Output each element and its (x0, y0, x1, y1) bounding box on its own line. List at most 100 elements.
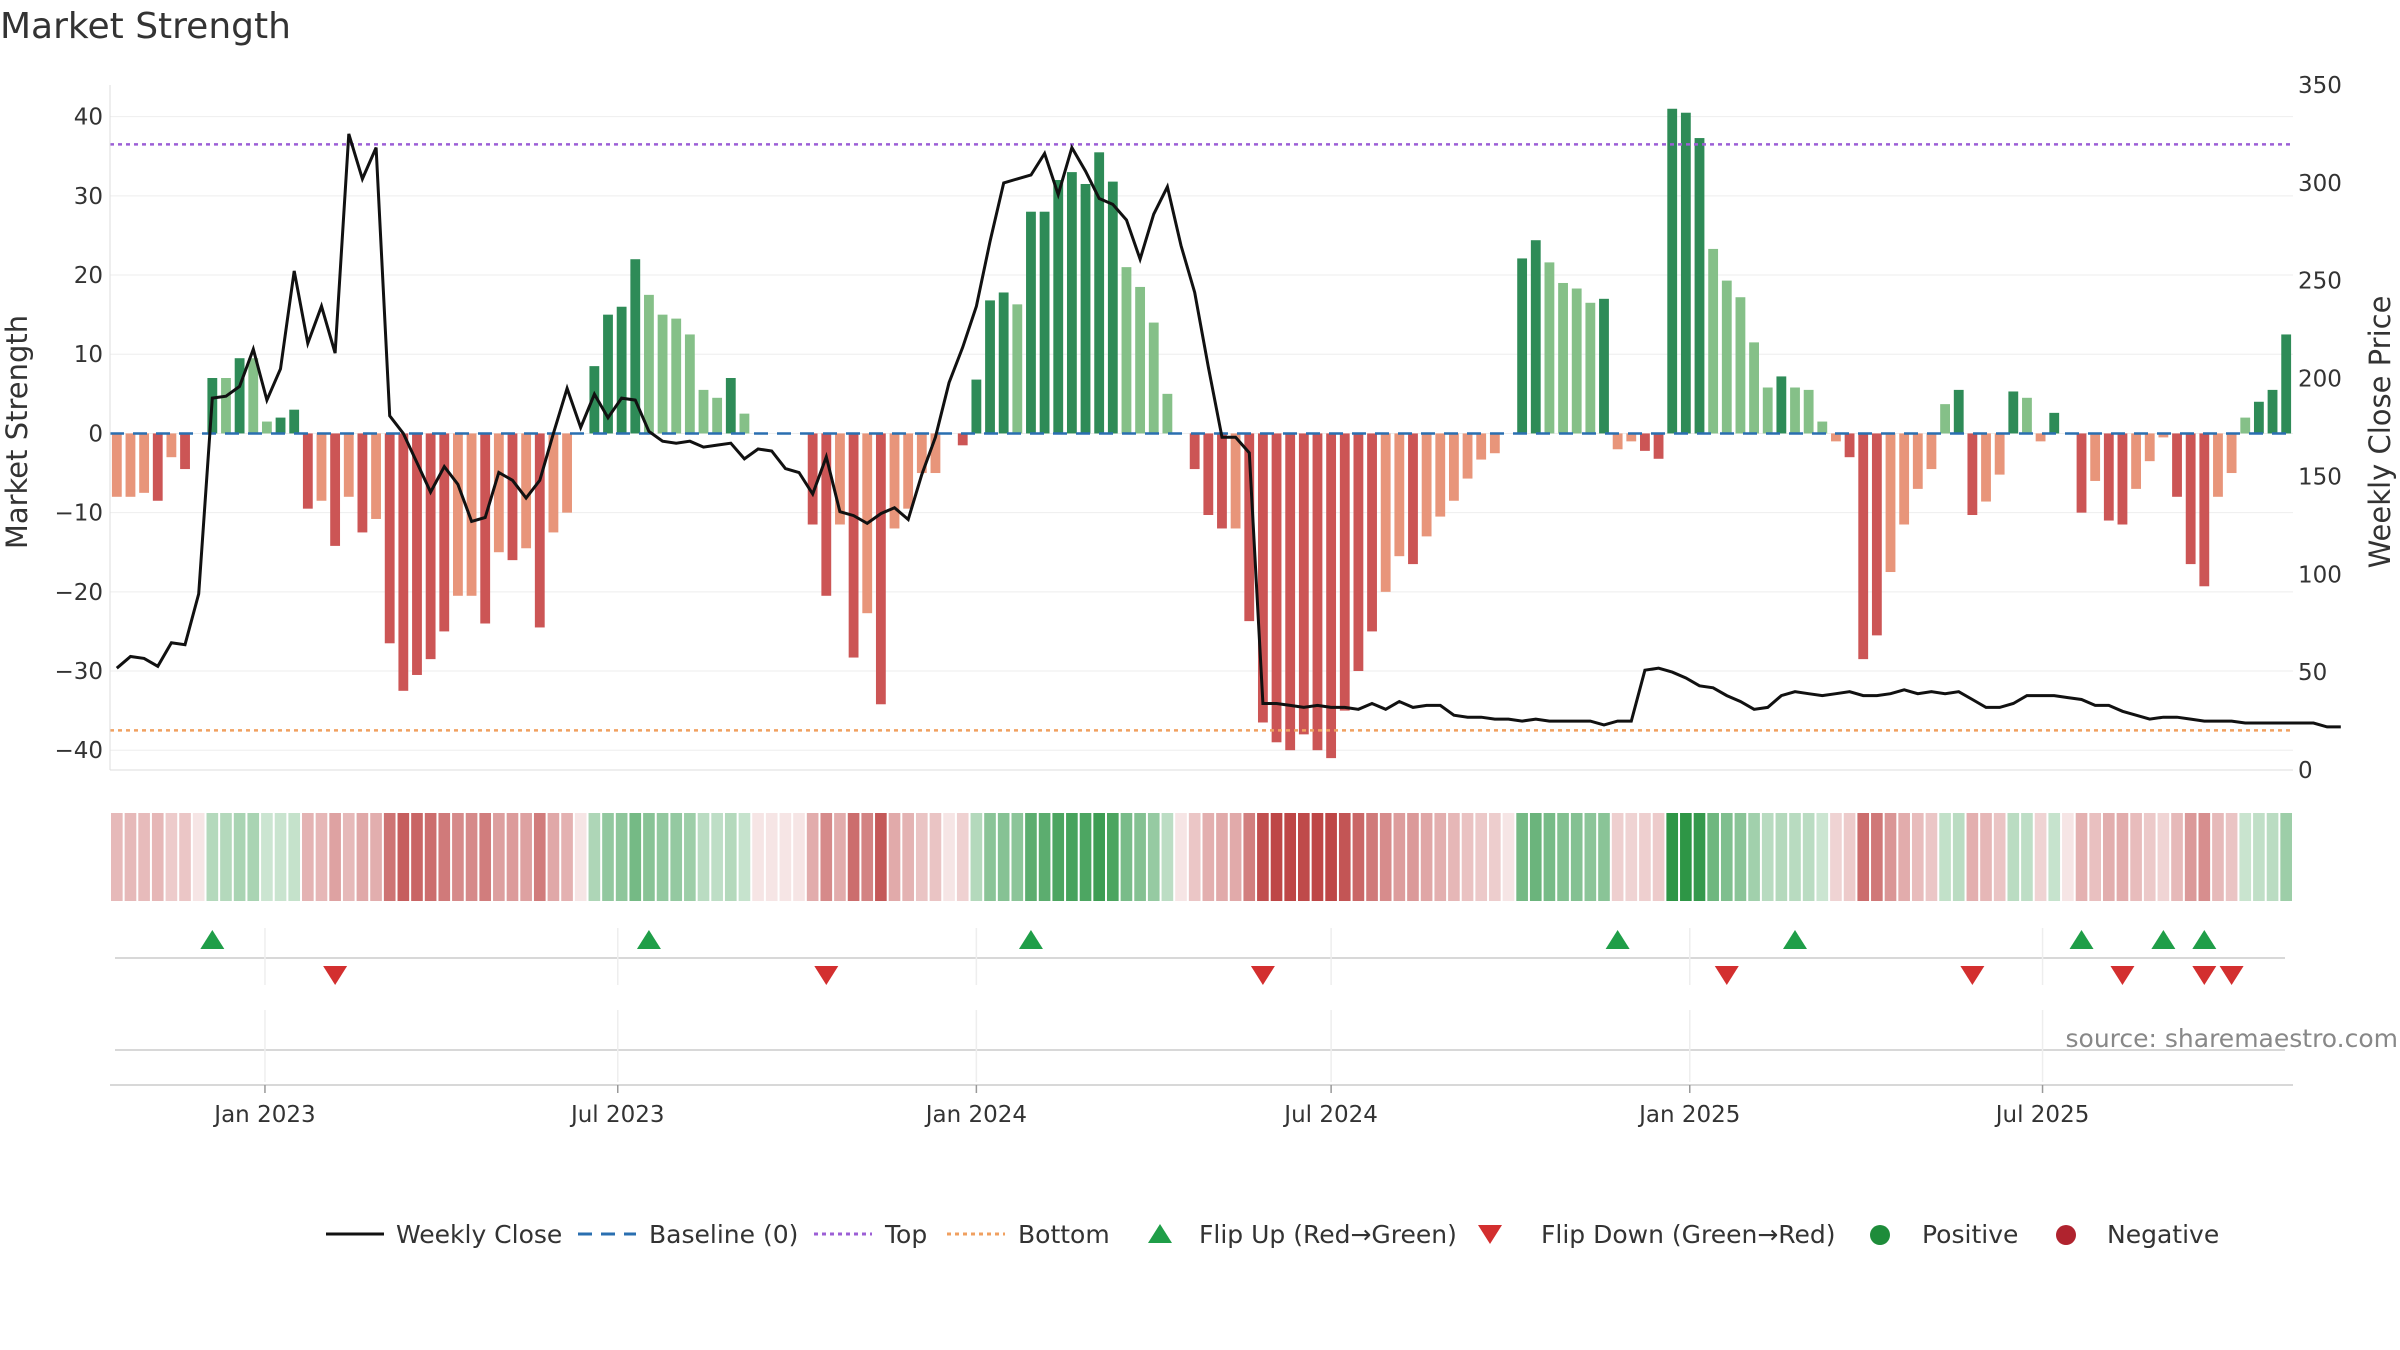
heatmap-cell (2225, 813, 2238, 901)
strength-bar (1380, 433, 1391, 592)
heatmap-cell (1516, 813, 1528, 901)
left-tick-label: 20 (74, 263, 103, 289)
heatmap-cell (2157, 813, 2170, 901)
strength-bar (1217, 433, 1227, 529)
flip-down-marker (1714, 966, 1739, 985)
strength-bar (1203, 433, 1214, 516)
strength-bar (1571, 288, 1582, 434)
strength-bar (2158, 433, 2169, 438)
strength-heatmap-strip (111, 813, 2292, 901)
strength-bar (1926, 433, 1937, 470)
right-tick-label: 350 (2298, 73, 2342, 99)
heatmap-cell (602, 813, 614, 901)
heatmap-cell (1366, 813, 1378, 901)
heatmap-cell (1993, 813, 2006, 901)
strength-bar (1817, 421, 1828, 434)
heatmap-cell (1857, 813, 1870, 901)
strength-bar (1244, 433, 1255, 622)
heatmap-cell (1898, 813, 1910, 901)
strength-bar (2035, 433, 2046, 442)
strength-bar (1776, 376, 1787, 434)
strength-bar (2253, 401, 2264, 434)
heatmap-cell (656, 813, 669, 901)
heatmap-cell (779, 813, 792, 901)
strength-bar (1285, 433, 1296, 751)
strength-bar (603, 314, 613, 434)
heatmap-cell (438, 813, 451, 901)
strength-bar (671, 318, 682, 434)
heatmap-cell (2089, 813, 2101, 901)
heatmap-cell (2062, 813, 2074, 901)
strength-bar (2199, 433, 2210, 587)
heatmap-cell (2198, 813, 2211, 901)
heatmap-cell (1680, 813, 1692, 901)
heatmap-cell (1448, 813, 1460, 901)
strength-bar (1435, 433, 1446, 517)
strength-bar (957, 433, 968, 446)
heatmap-cell (465, 813, 478, 901)
strength-bar (1053, 180, 1064, 434)
heatmap-cell (1175, 813, 1187, 901)
strength-bar (1626, 433, 1637, 442)
flip-marker-panel (110, 928, 2293, 1086)
strength-bar (1421, 433, 1432, 537)
strength-bar (1026, 211, 1036, 434)
strength-bar (2022, 397, 2032, 434)
heatmap-cell (697, 813, 710, 901)
strength-bar (398, 433, 409, 691)
strength-bar (1667, 108, 1678, 434)
strength-bar (2185, 433, 2196, 565)
strength-bar (1162, 393, 1173, 434)
heatmap-cell (1066, 813, 1078, 901)
flip-down-marker (1960, 966, 1985, 985)
heatmap-cell (397, 813, 410, 901)
left-tick-label: −30 (54, 659, 103, 685)
heatmap-cell (970, 813, 983, 901)
strength-bar (2213, 433, 2223, 497)
x-tick-label: Jul 2024 (1282, 1102, 1378, 1128)
right-tick-label: 250 (2298, 269, 2342, 295)
strength-bar (275, 417, 286, 434)
heatmap-cell (2102, 813, 2115, 901)
strength-bar (2103, 433, 2114, 521)
right-tick-label: 0 (2298, 758, 2313, 784)
strength-bar (985, 300, 995, 434)
strength-bar (712, 397, 723, 434)
heatmap-cell (1120, 813, 1133, 901)
heatmap-cell (561, 813, 573, 901)
heatmap-cell (1188, 813, 1201, 901)
heatmap-cell (1952, 813, 1965, 901)
strength-bar (1858, 433, 1869, 660)
heatmap-cell (165, 813, 178, 901)
heatmap-cell (2143, 813, 2156, 901)
heatmap-cell (493, 813, 505, 901)
heatmap-cell (1693, 813, 1706, 901)
strength-bar (302, 433, 313, 509)
right-tick-label: 150 (2298, 464, 2342, 490)
heatmap-cell (1884, 813, 1897, 901)
legend-flip-down: Flip Down (Green→Red) (1541, 1220, 1836, 1249)
heatmap-cell (643, 813, 655, 901)
left-tick-label: −40 (54, 738, 103, 764)
strength-bar (1885, 433, 1896, 573)
strength-bar (125, 433, 136, 497)
strength-bar (1680, 112, 1691, 434)
heatmap-cell (1557, 813, 1569, 901)
strength-bar (534, 433, 545, 628)
x-axis: Jan 2023 Jul 2023 Jan 2024 Jul 2024 Jan 2025… (212, 1085, 2089, 1128)
left-tick-label: −10 (54, 501, 103, 527)
heatmap-cell (1461, 813, 1474, 901)
heatmap-cell (1966, 813, 1979, 901)
heatmap-cell (984, 813, 996, 901)
heatmap-cell (247, 813, 260, 901)
strength-bar (1080, 183, 1091, 434)
heatmap-cell (1748, 813, 1760, 901)
chart-title: Market Strength (0, 6, 291, 47)
strength-bar (1544, 262, 1555, 434)
x-tick-label: Jul 2023 (569, 1102, 665, 1128)
strength-bar (1230, 433, 1241, 529)
heatmap-cell (943, 813, 955, 901)
heatmap-cell (1911, 813, 1924, 901)
left-tick-label: 40 (74, 105, 103, 131)
strength-bar (493, 433, 504, 553)
